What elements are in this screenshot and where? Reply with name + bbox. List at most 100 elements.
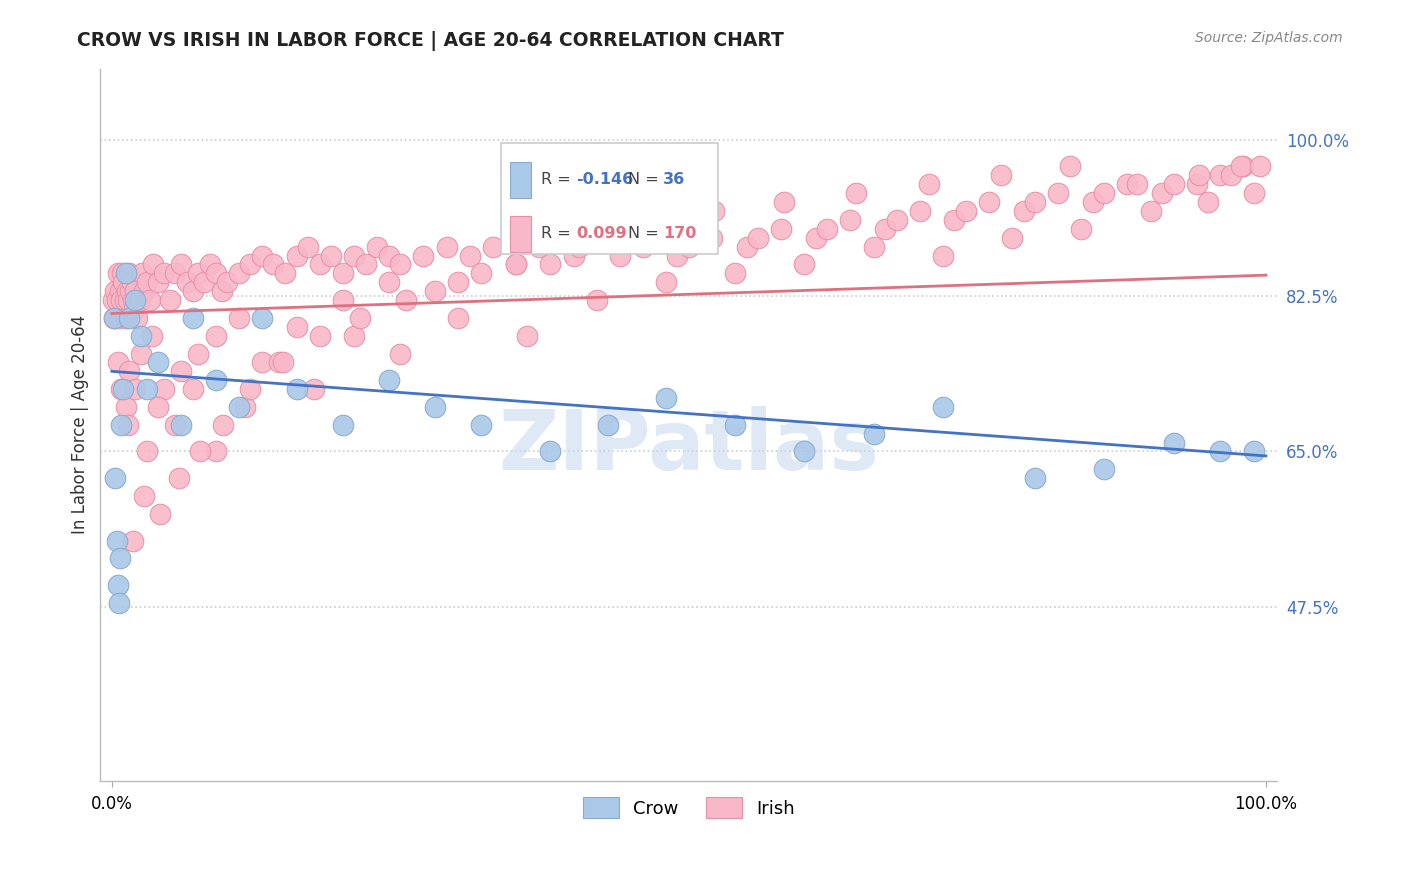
Point bbox=[159, 293, 181, 307]
Point bbox=[108, 310, 131, 325]
Point bbox=[447, 310, 470, 325]
Text: 36: 36 bbox=[664, 172, 685, 187]
Point bbox=[1081, 195, 1104, 210]
Point bbox=[839, 213, 862, 227]
Point bbox=[378, 373, 401, 387]
Point bbox=[114, 400, 136, 414]
Point bbox=[568, 240, 591, 254]
Point bbox=[875, 222, 897, 236]
Point bbox=[105, 293, 128, 307]
Point bbox=[1047, 186, 1070, 201]
Point bbox=[886, 213, 908, 227]
Point bbox=[1024, 471, 1046, 485]
Text: ZIPatlas: ZIPatlas bbox=[498, 406, 879, 487]
Point bbox=[609, 248, 631, 262]
Point bbox=[204, 444, 226, 458]
Point bbox=[1163, 435, 1185, 450]
Point bbox=[1012, 204, 1035, 219]
Point bbox=[349, 310, 371, 325]
Text: R =: R = bbox=[540, 227, 575, 242]
Point bbox=[108, 284, 131, 298]
Point bbox=[146, 355, 169, 369]
Point bbox=[146, 275, 169, 289]
Point bbox=[122, 301, 145, 316]
Point bbox=[129, 328, 152, 343]
Point bbox=[724, 417, 747, 432]
Point bbox=[845, 186, 868, 201]
Point bbox=[703, 204, 725, 219]
Point bbox=[538, 444, 561, 458]
Point bbox=[211, 417, 233, 432]
Point bbox=[131, 266, 153, 280]
Point bbox=[204, 373, 226, 387]
Point bbox=[149, 507, 172, 521]
Point bbox=[1139, 204, 1161, 219]
Point bbox=[135, 275, 157, 289]
Point bbox=[1092, 186, 1115, 201]
Point bbox=[101, 293, 124, 307]
Point bbox=[302, 382, 325, 396]
Point bbox=[1152, 186, 1174, 201]
Point bbox=[436, 240, 458, 254]
Point bbox=[115, 284, 138, 298]
Point bbox=[423, 284, 446, 298]
Point bbox=[1209, 444, 1232, 458]
Point bbox=[932, 400, 955, 414]
Point bbox=[932, 248, 955, 262]
Text: CROW VS IRISH IN LABOR FORCE | AGE 20-64 CORRELATION CHART: CROW VS IRISH IN LABOR FORCE | AGE 20-64… bbox=[77, 31, 785, 51]
Point bbox=[107, 355, 129, 369]
Point bbox=[141, 328, 163, 343]
Legend: Crow, Irish: Crow, Irish bbox=[575, 790, 803, 825]
Point bbox=[770, 222, 793, 236]
Point bbox=[118, 364, 141, 378]
Point bbox=[117, 293, 139, 307]
Point bbox=[114, 266, 136, 280]
Point bbox=[634, 222, 657, 236]
Point bbox=[1125, 178, 1147, 192]
Point bbox=[321, 248, 343, 262]
Point bbox=[135, 444, 157, 458]
Y-axis label: In Labor Force | Age 20-64: In Labor Force | Age 20-64 bbox=[72, 315, 89, 534]
Point bbox=[153, 266, 176, 280]
Point bbox=[1188, 169, 1211, 183]
Point bbox=[772, 195, 794, 210]
Point bbox=[585, 293, 607, 307]
Point bbox=[167, 471, 190, 485]
Point bbox=[389, 257, 412, 271]
Point bbox=[655, 391, 678, 405]
Point bbox=[908, 204, 931, 219]
Point bbox=[378, 248, 401, 262]
Point bbox=[631, 240, 654, 254]
Point bbox=[239, 257, 262, 271]
Point bbox=[447, 275, 470, 289]
Point bbox=[538, 257, 561, 271]
Point bbox=[139, 293, 162, 307]
Point bbox=[1059, 160, 1081, 174]
Point bbox=[127, 310, 149, 325]
Point bbox=[170, 417, 193, 432]
Point bbox=[271, 355, 294, 369]
Point bbox=[112, 382, 135, 396]
Text: Source: ZipAtlas.com: Source: ZipAtlas.com bbox=[1195, 31, 1343, 45]
Point bbox=[332, 266, 354, 280]
Point bbox=[516, 328, 538, 343]
Point bbox=[135, 382, 157, 396]
Point bbox=[1249, 160, 1271, 174]
Point bbox=[250, 310, 273, 325]
Point bbox=[297, 240, 319, 254]
Point bbox=[121, 533, 143, 548]
Point bbox=[815, 222, 838, 236]
Text: R =: R = bbox=[540, 172, 575, 187]
Point bbox=[110, 382, 132, 396]
Point bbox=[165, 266, 187, 280]
Point bbox=[107, 266, 129, 280]
Point bbox=[1243, 444, 1265, 458]
Point bbox=[204, 328, 226, 343]
Point bbox=[274, 266, 297, 280]
Point bbox=[217, 275, 239, 289]
Point bbox=[134, 284, 156, 298]
Point bbox=[747, 231, 769, 245]
Point bbox=[121, 275, 143, 289]
Point bbox=[187, 266, 209, 280]
Point bbox=[804, 231, 827, 245]
